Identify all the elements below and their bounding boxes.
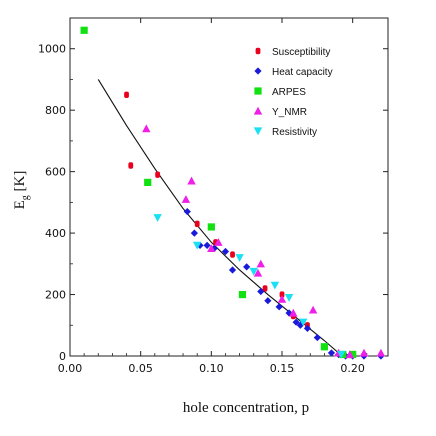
point-y-nmr: [187, 176, 196, 185]
x-tick-label: 0.20: [340, 362, 365, 375]
legend-marker-arpes: [254, 87, 262, 95]
point-heat-capacity: [183, 207, 191, 216]
axis-ticks: 0.00 0.05 0.10 0.15 0.20 0 200 400 600 800 1000: [38, 18, 388, 375]
point-susceptibility: [124, 91, 129, 99]
point-arpes: [207, 223, 215, 231]
point-y-nmr: [359, 348, 369, 357]
point-y-nmr: [256, 259, 265, 268]
data-points: [80, 26, 386, 360]
point-y-nmr: [345, 350, 355, 359]
point-heat-capacity: [257, 287, 265, 296]
y-axis-label-main: E: [12, 200, 28, 209]
fit-line: [97, 79, 353, 357]
point-arpes: [144, 178, 152, 186]
point-y-nmr: [207, 244, 216, 253]
x-tick-label: 0.00: [58, 362, 83, 375]
y-axis-label-unit: [K]: [12, 171, 28, 192]
point-resistivity: [193, 241, 202, 250]
point-y-nmr: [181, 195, 191, 203]
legend-label-resistivity: Resistivity: [272, 127, 317, 138]
point-resistivity: [270, 281, 280, 290]
y-tick-label: 1000: [38, 43, 66, 56]
point-susceptibility: [194, 220, 200, 228]
point-resistivity: [337, 350, 346, 359]
point-resistivity: [153, 214, 162, 222]
point-arpes: [80, 26, 88, 34]
legend-marker-resistivity: [253, 127, 263, 136]
y-axis-label: Eg [K]: [12, 171, 31, 210]
y-tick-label: 0: [59, 350, 66, 363]
point-susceptibility: [230, 251, 235, 258]
y-tick-label: 800: [45, 104, 66, 117]
x-tick-label: 0.15: [270, 362, 295, 375]
point-y-nmr: [376, 348, 386, 357]
legend-marker-heat-capacity: [254, 67, 262, 75]
point-heat-capacity: [327, 349, 336, 357]
point-heat-capacity: [313, 333, 321, 342]
fit-line-group: [97, 79, 353, 357]
x-tick-label: 0.10: [199, 362, 224, 375]
point-y-nmr: [214, 238, 223, 246]
y-tick-label: 200: [45, 289, 66, 302]
plot-frame: [69, 17, 389, 357]
point-resistivity: [284, 294, 294, 302]
point-y-nmr: [277, 294, 287, 303]
point-arpes: [238, 290, 247, 299]
point-arpes: [320, 343, 328, 351]
legend-label-heat-capacity: Heat capacity: [272, 67, 333, 78]
svg-text:Eg [K]: Eg [K]: [12, 171, 31, 210]
y-tick-label: 400: [45, 227, 66, 240]
point-susceptibility: [262, 285, 268, 292]
point-heat-capacity: [275, 303, 283, 311]
point-susceptibility: [128, 162, 134, 169]
legend-marker-y-nmr: [253, 106, 263, 115]
point-resistivity: [235, 254, 244, 262]
point-y-nmr: [142, 124, 151, 133]
point-y-nmr: [308, 305, 318, 314]
point-heat-capacity: [221, 247, 230, 256]
point-heat-capacity: [303, 324, 312, 332]
legend-marker-susceptibility: [255, 47, 261, 55]
legend: Susceptibility Heat capacity ARPES Y_NMR Res…: [253, 47, 333, 138]
point-heat-capacity: [264, 297, 272, 305]
point-heat-capacity: [190, 229, 198, 237]
legend-label-y-nmr: Y_NMR: [272, 107, 307, 118]
x-axis-label: hole concentration, p: [183, 400, 309, 416]
point-heat-capacity: [296, 321, 304, 329]
x-tick-label: 0.05: [128, 362, 153, 375]
point-susceptibility: [279, 291, 285, 298]
point-heat-capacity: [292, 318, 300, 326]
point-y-nmr: [289, 308, 298, 317]
point-heat-capacity: [228, 266, 237, 274]
legend-label-susceptibility: Susceptibility: [272, 47, 330, 58]
point-heat-capacity: [243, 263, 251, 271]
y-axis-label-sub: g: [20, 195, 31, 200]
point-susceptibility: [155, 171, 161, 178]
point-resistivity: [249, 267, 258, 276]
point-arpes: [349, 350, 357, 359]
point-y-nmr: [253, 268, 263, 277]
y-tick-label: 600: [45, 166, 66, 179]
legend-label-arpes: ARPES: [272, 87, 306, 98]
point-heat-capacity: [203, 241, 211, 249]
point-resistivity: [299, 318, 308, 327]
